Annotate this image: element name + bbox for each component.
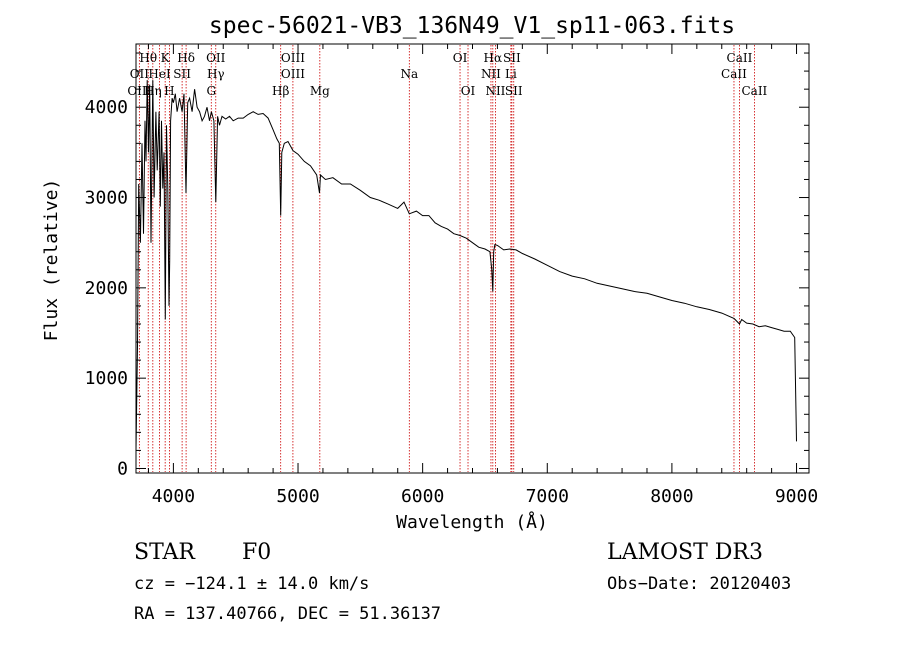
plot-frame (135, 43, 810, 474)
y-tick-label: 0 (117, 458, 128, 479)
spectral-line-label: OIII (281, 51, 305, 65)
x-tick-label: 9000 (775, 486, 818, 507)
y-tick-label: 1000 (85, 368, 128, 389)
observation-date: Obs−Date: 20120403 (607, 574, 791, 594)
spectral-line-label: Li (505, 67, 517, 81)
x-tick-label: 8000 (650, 486, 693, 507)
spectral-line-label: Hγ (207, 67, 225, 81)
y-tick-label: 2000 (85, 278, 128, 299)
spectral-line-label: Hθ (139, 51, 157, 65)
y-axis-ticks: 0 1000 2000 3000 4000 (85, 52, 809, 479)
spectral-line-label: SII (503, 51, 521, 65)
spectral-line-label: Hδ (177, 51, 195, 65)
x-tick-label: 6000 (401, 486, 444, 507)
spectral-line-label: SII (173, 67, 191, 81)
spectral-line-label: Mg (310, 84, 330, 98)
y-axis-label: Flux (relative) (41, 179, 62, 342)
spectral-line-label: HeI (148, 67, 171, 81)
spectral-line-label: Na (400, 67, 418, 81)
spectral-line-label: NII (485, 84, 505, 98)
spectral-line-label: Hβ (272, 84, 289, 98)
spectral-line-label: OII (130, 67, 150, 81)
spectral-line-label: H (164, 84, 174, 98)
redshift-velocity: cz = −124.1 ± 14.0 km/s (134, 574, 369, 594)
spectral-line-label: CaII (741, 84, 767, 98)
coordinates: RA = 137.40766, DEC = 51.36137 (134, 604, 441, 624)
spectral-line-label: OI (461, 84, 476, 98)
survey-name: LAMOST DR3 (607, 540, 763, 565)
spectral-line-label: CaII (727, 51, 753, 65)
x-tick-label: 7000 (526, 486, 569, 507)
spectral-line-label: SII (505, 84, 523, 98)
object-class: STAR (134, 540, 196, 565)
spectral-line-label: G (206, 84, 216, 98)
chart-title: spec-56021-VB3_136N49_V1_sp11-063.fits (209, 13, 735, 39)
spectral-line-markers (138, 45, 755, 472)
spectral-subclass: F0 (242, 540, 271, 565)
spectral-line-label: OIII (281, 67, 305, 81)
spectral-line-label: OII (206, 51, 226, 65)
x-axis-ticks: 4000 5000 6000 7000 8000 9000 (147, 44, 818, 507)
x-tick-label: 5000 (276, 486, 319, 507)
spectral-line-label: CaII (721, 67, 747, 81)
spectral-line-label: OI (453, 51, 468, 65)
y-tick-label: 3000 (85, 188, 128, 209)
y-tick-label: 4000 (85, 97, 128, 118)
x-tick-label: 4000 (152, 486, 195, 507)
spectral-line-label: K (161, 51, 171, 65)
spectral-line-label: NII (481, 67, 501, 81)
spectral-line-label: Hα (484, 51, 503, 65)
flux-series-line (135, 80, 797, 451)
x-axis-label: Wavelength (Å) (396, 511, 548, 533)
spectral-line-label: OIII (127, 84, 151, 98)
